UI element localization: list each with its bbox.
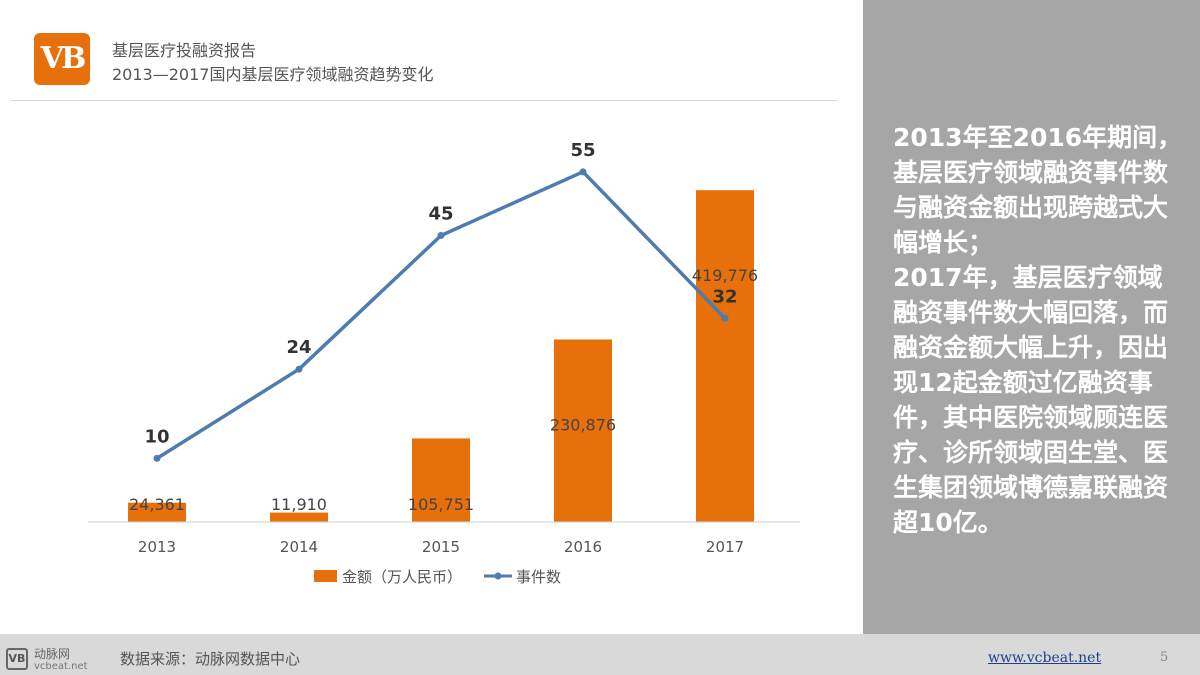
logo-glyph: VB	[40, 41, 87, 76]
header-divider	[10, 100, 838, 101]
x-tick-2013: 2013	[138, 538, 176, 556]
footer-brand-url: vcbeat.net	[34, 661, 88, 672]
legend-swatch-amount	[314, 570, 337, 582]
bar-2015	[412, 438, 470, 522]
events-point-2014	[295, 365, 303, 373]
legend-label-events: 事件数	[516, 568, 561, 586]
events-label-2015: 45	[428, 204, 453, 225]
events-label-2013: 10	[144, 426, 169, 447]
summary-text: 2013年至2016年期间， 基层医疗领域融资事件数与融资金额出现跨越式大幅增长…	[893, 123, 1183, 537]
x-tick-2015: 2015	[422, 538, 460, 556]
bar-2016	[554, 339, 612, 522]
bars-layer	[128, 190, 754, 522]
footer-logo-icon: VB	[6, 648, 28, 670]
financing-trend-chart: 24,361 11,910 105,751 230,876 419,776 10 24 45…	[88, 140, 800, 586]
events-label-2017: 32	[712, 286, 737, 307]
bar-2014	[270, 512, 328, 522]
summary-panel: 2013年至2016年期间， 基层医疗领域融资事件数与融资金额出现跨越式大幅增长…	[863, 0, 1200, 634]
legend: 金额（万人民币） 事件数	[314, 568, 561, 586]
slide-subtitle: 2013—2017国内基层医疗领域融资趋势变化	[112, 65, 434, 84]
x-tick-2017: 2017	[706, 538, 744, 556]
legend-label-amount: 金额（万人民币）	[342, 568, 462, 586]
bar-label-2015: 105,751	[408, 495, 474, 514]
events-label-2014: 24	[286, 337, 311, 358]
footer-bar: VB 动脉网 vcbeat.net	[0, 634, 1200, 675]
bar-labels-layer: 24,361 11,910 105,751 230,876 419,776	[129, 266, 758, 514]
events-point-2016	[579, 168, 587, 176]
data-source-note: 数据来源：动脉网数据中心	[120, 650, 301, 668]
footer-brand-name: 动脉网	[34, 647, 71, 661]
vcbeat-logo: VB	[34, 33, 90, 85]
events-point-2015	[437, 232, 445, 239]
website-link[interactable]: www.vcbeat.net	[988, 650, 1102, 666]
report-title: 基层医疗投融资报告	[112, 41, 257, 60]
bar-label-2016: 230,876	[550, 415, 616, 434]
footer-logo-glyph: VB	[8, 652, 26, 665]
bar-label-2017: 419,776	[692, 266, 758, 285]
bar-label-2014: 11,910	[271, 495, 327, 514]
line-layer: 10 24 45 55 32	[144, 140, 738, 462]
bar-2017	[696, 190, 754, 522]
x-tick-2016: 2016	[564, 538, 602, 556]
events-point-2017	[721, 314, 729, 322]
bar-2013	[128, 502, 186, 522]
page-number: 5	[1160, 650, 1169, 665]
x-tick-2014: 2014	[280, 538, 318, 556]
ticks-layer: 2013 2014 2015 2016 2017	[138, 538, 744, 556]
events-point-2013	[153, 454, 161, 462]
events-label-2016: 55	[570, 140, 595, 161]
bar-label-2013: 24,361	[129, 495, 185, 514]
legend-swatch-events-marker	[494, 572, 502, 580]
